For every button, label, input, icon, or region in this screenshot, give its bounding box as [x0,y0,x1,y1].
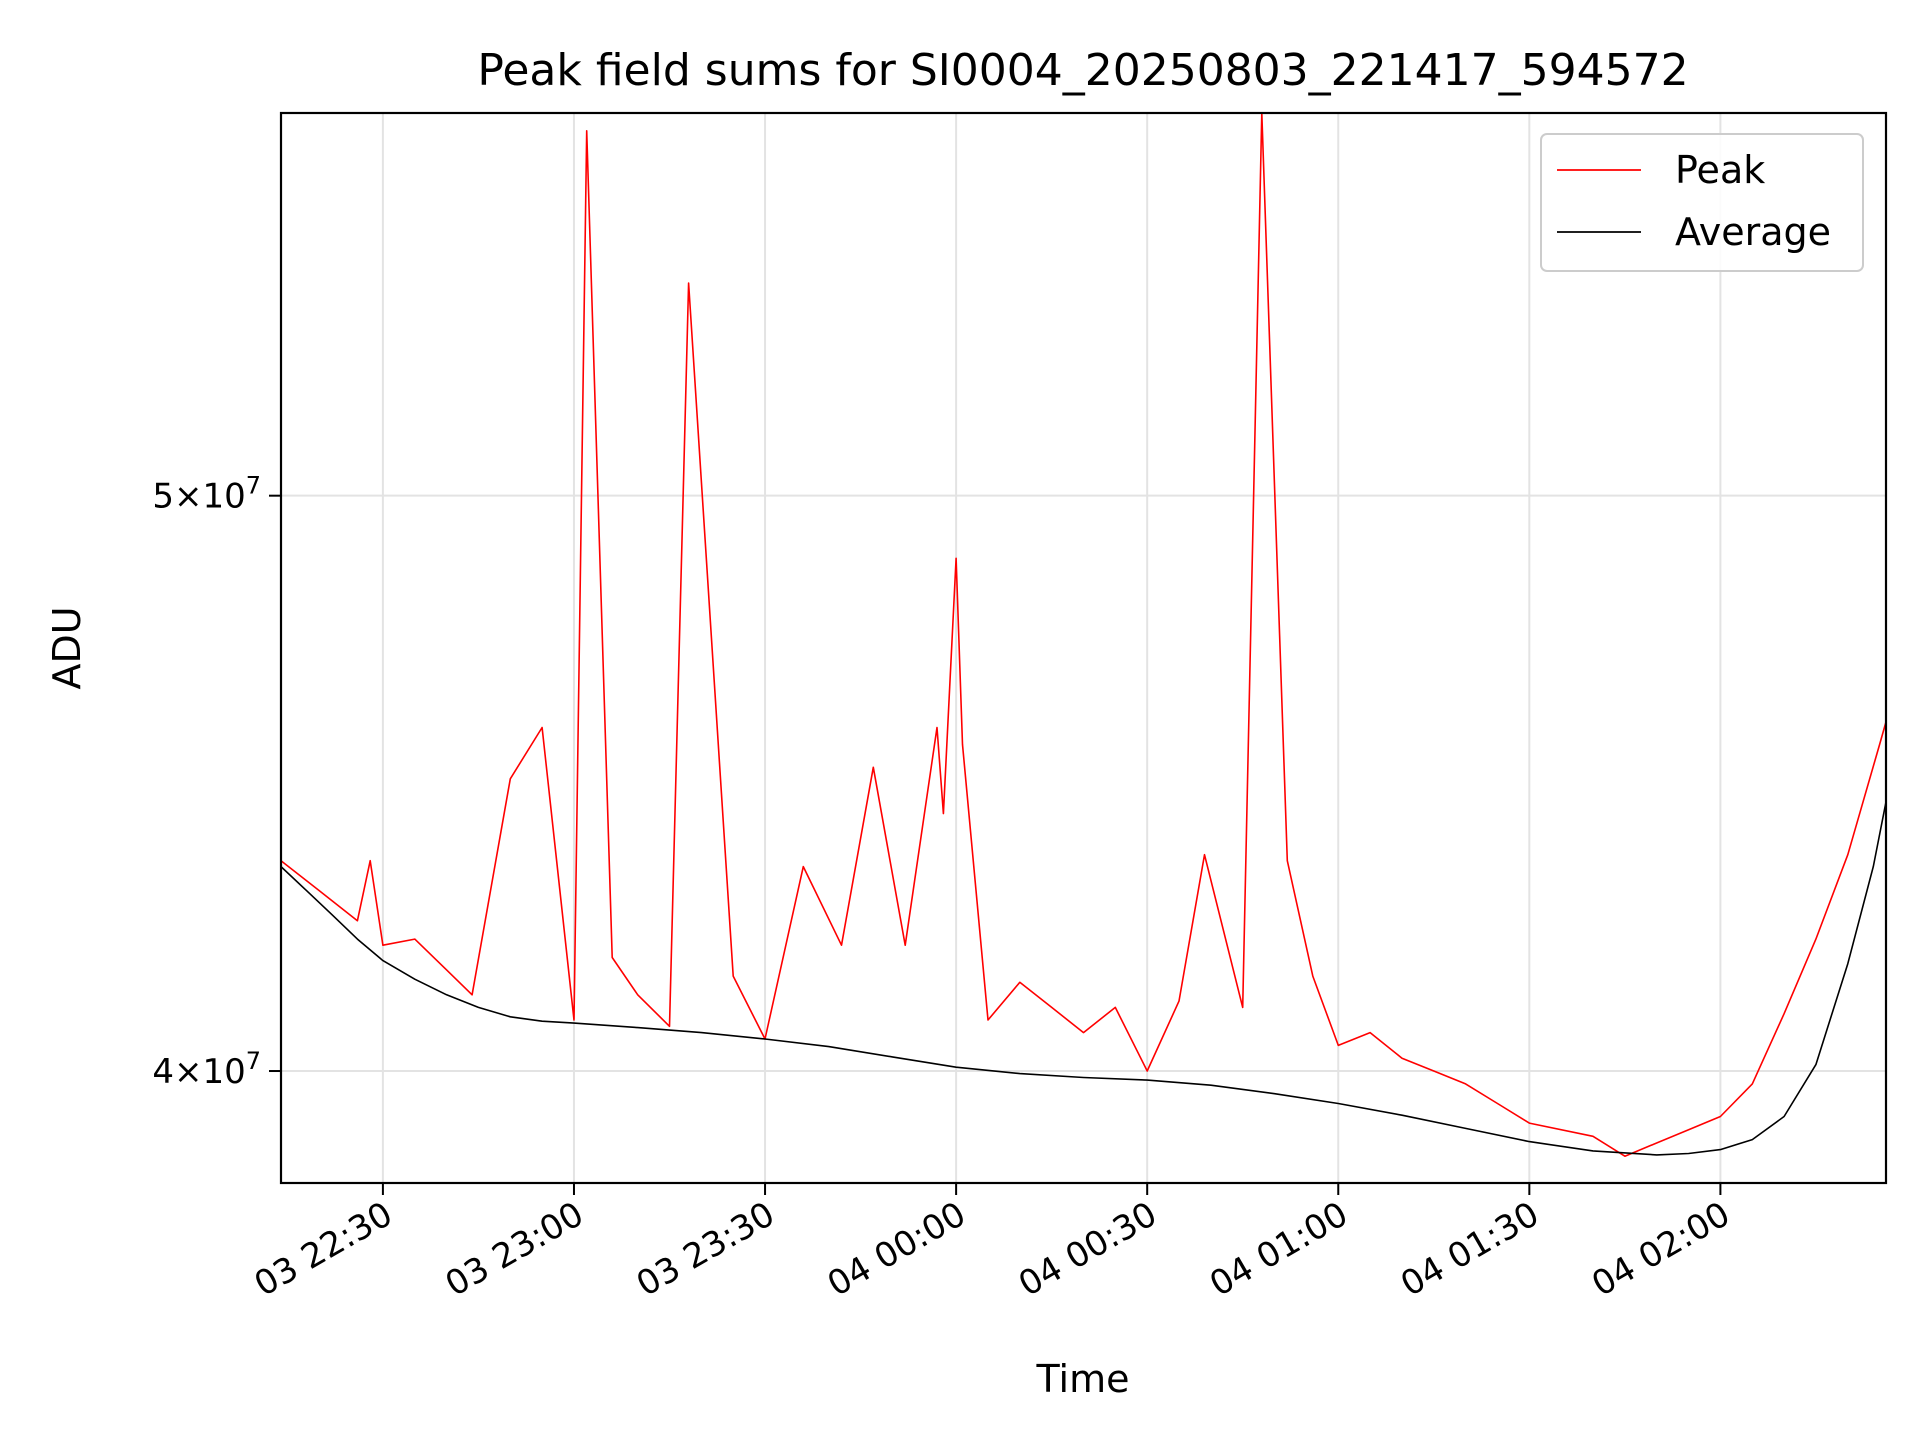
x-tick-label: 04 01:30 [1394,1194,1546,1305]
gridlines [281,113,1886,1183]
legend-label-average: Average [1675,210,1831,254]
y-axis: 4×107 5×107 [152,472,281,1092]
y-axis-label: ADU [45,606,89,689]
plot-frame [279,111,1888,1185]
plot-area [281,113,1886,1157]
chart-title: Peak field sums for SI0004_20250803_2214… [477,45,1688,96]
x-tick-label: 03 22:30 [248,1194,400,1305]
x-tick-label: 03 23:00 [439,1194,591,1305]
x-axis-label: Time [1036,1357,1130,1401]
y-tick-label: 4×107 [152,1047,261,1092]
x-tick-label: 04 00:30 [1012,1194,1164,1305]
legend: Peak Average [1540,133,1864,272]
x-tick-label: 04 01:00 [1203,1194,1355,1305]
legend-box [1540,133,1864,272]
y-tick-label: 5×107 [152,472,261,517]
legend-label-peak: Peak [1675,148,1765,192]
x-tick-label: 04 02:00 [1585,1194,1737,1305]
x-tick-label: 03 23:30 [630,1194,782,1305]
series-line-peak [281,113,1886,1157]
series-line-average [281,801,1886,1156]
x-axis: 03 22:30 03 23:00 03 23:30 04 00:00 04 00:30… [248,1183,1737,1305]
x-tick-label: 04 00:00 [821,1194,973,1305]
